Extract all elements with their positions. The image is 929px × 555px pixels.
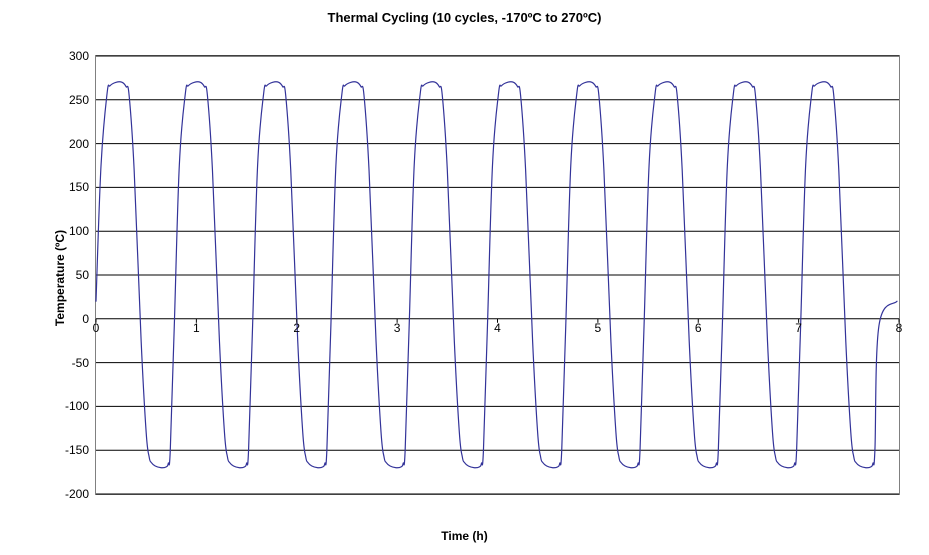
ytick-label: -50 (29, 356, 89, 370)
plot-area (95, 55, 900, 495)
xtick-label: 3 (394, 321, 401, 335)
ytick-label: 250 (29, 93, 89, 107)
ytick-label: 100 (29, 224, 89, 238)
chart-page: Thermal Cycling (10 cycles, -170ºC to 27… (0, 0, 929, 555)
ytick-label: -200 (29, 487, 89, 501)
xtick-label: 1 (193, 321, 200, 335)
xtick-label: 0 (93, 321, 100, 335)
ytick-label: 300 (29, 49, 89, 63)
ytick-label: 0 (29, 312, 89, 326)
xtick-label: 4 (494, 321, 501, 335)
ytick-label: 200 (29, 137, 89, 151)
ytick-label: 150 (29, 180, 89, 194)
chart-title: Thermal Cycling (10 cycles, -170ºC to 27… (0, 10, 929, 25)
xtick-label: 5 (595, 321, 602, 335)
plot-svg (96, 56, 899, 494)
xtick-label: 2 (293, 321, 300, 335)
ytick-label: 50 (29, 268, 89, 282)
ytick-label: -100 (29, 399, 89, 413)
xtick-label: 8 (896, 321, 903, 335)
xtick-label: 7 (795, 321, 802, 335)
ytick-label: -150 (29, 443, 89, 457)
x-axis-label: Time (h) (0, 529, 929, 543)
xtick-label: 6 (695, 321, 702, 335)
